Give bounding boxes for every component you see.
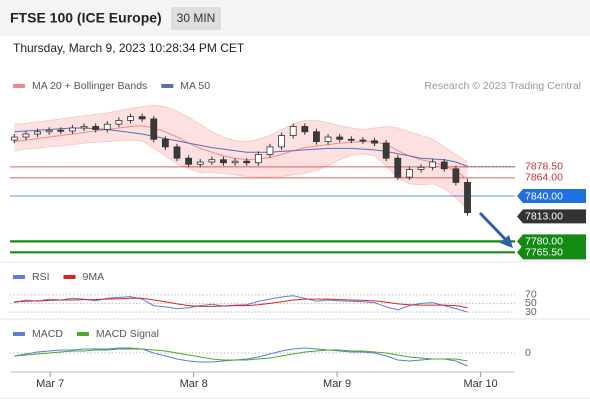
candle-body: [34, 131, 41, 135]
candle-body: [313, 131, 320, 142]
legend-swatch: [13, 84, 25, 88]
candle-body: [220, 159, 227, 164]
x-tick-label: Mar 7: [36, 378, 64, 390]
indicator-line: [14, 348, 468, 362]
candle-body: [278, 135, 285, 148]
indicator-line: [14, 297, 468, 309]
level-badge: [517, 234, 586, 249]
candle-body: [429, 161, 437, 168]
y-tick-label: 0: [525, 347, 531, 359]
level-label: 7813.00: [525, 211, 563, 223]
candle-body: [80, 126, 88, 129]
legend-label: MACD: [32, 328, 63, 340]
candle-body: [440, 161, 448, 170]
candle-body: [185, 157, 193, 165]
y-tick-label: 50: [525, 297, 537, 309]
candle-body: [347, 138, 355, 141]
candle-body: [22, 133, 30, 138]
candle-body: [92, 126, 100, 130]
instrument-title: FTSE 100 (ICE Europe): [10, 10, 162, 26]
candle-body: [359, 139, 367, 142]
level-badge: [517, 189, 586, 204]
candle-body: [231, 160, 239, 164]
candle-body: [10, 136, 18, 141]
legend-swatch: [13, 275, 25, 279]
candle-body: [115, 120, 123, 125]
candle-body: [69, 127, 76, 132]
candle-body: [452, 168, 460, 183]
level-badge: [517, 245, 586, 260]
forecast-arrowhead: [500, 235, 513, 248]
interval-badge[interactable]: [171, 7, 221, 30]
moving-average: [14, 125, 468, 180]
level-label: 7765.50: [525, 247, 563, 259]
legend-label: MA 50: [180, 80, 210, 92]
header-bar: [0, 0, 590, 36]
candle-body: [301, 126, 309, 133]
candle-body: [464, 182, 471, 214]
band-upper: [14, 104, 468, 163]
legend-swatch: [76, 332, 89, 336]
candle-body: [208, 159, 216, 163]
candle-body: [150, 118, 158, 140]
candle-body: [127, 116, 134, 121]
interval-label[interactable]: 30 MIN: [177, 11, 216, 25]
candle-body: [173, 146, 181, 159]
legend-swatch: [161, 84, 174, 88]
legend-label: MA 20 + Bollinger Bands: [32, 80, 147, 92]
x-tick-label: Mar 9: [323, 378, 351, 390]
candle-body: [336, 136, 344, 140]
datetime: Thursday, March 9, 2023 10:28:34 PM CET: [13, 41, 245, 55]
moving-average: [14, 127, 468, 167]
forecast-arrow: [478, 211, 508, 242]
candle-body: [103, 123, 111, 130]
candle-body: [254, 154, 262, 164]
y-tick-label: 70: [525, 289, 537, 301]
level-label: 7864.00: [525, 172, 563, 184]
copyright: Research © 2023 Trading Central: [424, 80, 581, 92]
level-label: 7780.00: [525, 236, 563, 248]
level-badge: [517, 209, 586, 224]
legend-swatch: [63, 275, 76, 279]
candle-body: [196, 161, 204, 165]
legend-label: 9MA: [83, 271, 105, 283]
candle-body: [45, 129, 53, 133]
band-lower: [14, 139, 468, 210]
x-tick-label: Mar 8: [180, 378, 208, 390]
candle-body: [243, 160, 251, 164]
legend-label: RSI: [32, 271, 50, 283]
candle-body: [394, 157, 402, 178]
candle-body: [289, 126, 297, 136]
candle-body: [57, 129, 65, 132]
legend-label: MACD Signal: [96, 328, 159, 340]
candle-body: [138, 116, 146, 120]
x-tick-label: Mar 10: [463, 378, 497, 390]
candle-body: [406, 169, 413, 178]
candle-body: [417, 166, 425, 170]
level-label: 7878.50: [525, 161, 563, 173]
bollinger-band: [14, 105, 468, 210]
y-tick-label: 30: [525, 306, 537, 318]
candle-body: [266, 146, 274, 155]
legend-swatch: [13, 332, 25, 336]
candle-body: [382, 142, 390, 159]
candle-body: [371, 140, 378, 144]
candle-body: [161, 138, 169, 148]
level-label: 7840.00: [525, 190, 563, 202]
candle-body: [324, 136, 332, 142]
